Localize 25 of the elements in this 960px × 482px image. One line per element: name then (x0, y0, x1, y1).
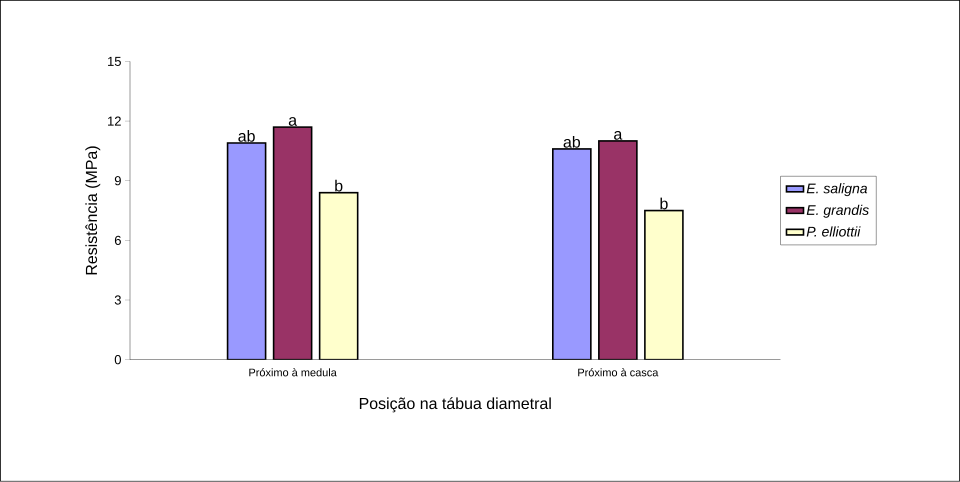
y-tick-label: 9 (114, 176, 121, 186)
x-tick-label: Próximo à casca (578, 368, 658, 377)
bar (552, 148, 592, 360)
annotation: b (660, 198, 668, 210)
bar (318, 192, 358, 360)
y-tick-label: 15 (108, 57, 121, 66)
bar (644, 210, 684, 360)
y-axis-title: Resistência (MPa) (85, 146, 100, 275)
legend-label: E. grandis (806, 204, 869, 218)
bar (272, 126, 312, 360)
annotation: a (288, 117, 298, 126)
annotation: a (614, 131, 622, 140)
y-tick-label: 6 (114, 236, 121, 246)
y-tick-label: 0 (114, 355, 121, 364)
bar (598, 140, 638, 360)
y-tick-label: 12 (108, 116, 121, 126)
x-tick-label: Próximo à medula (249, 368, 337, 377)
bar (226, 142, 266, 360)
legend-label: P. elliottii (806, 226, 861, 237)
annotation: ab (564, 136, 580, 148)
x-axis-title: Posição na tábua diametral (360, 397, 551, 413)
annotation: ab (238, 130, 255, 142)
y-tick-label: 3 (114, 296, 121, 305)
annotation: b (335, 180, 342, 192)
legend-label: E. saligna (806, 183, 868, 196)
